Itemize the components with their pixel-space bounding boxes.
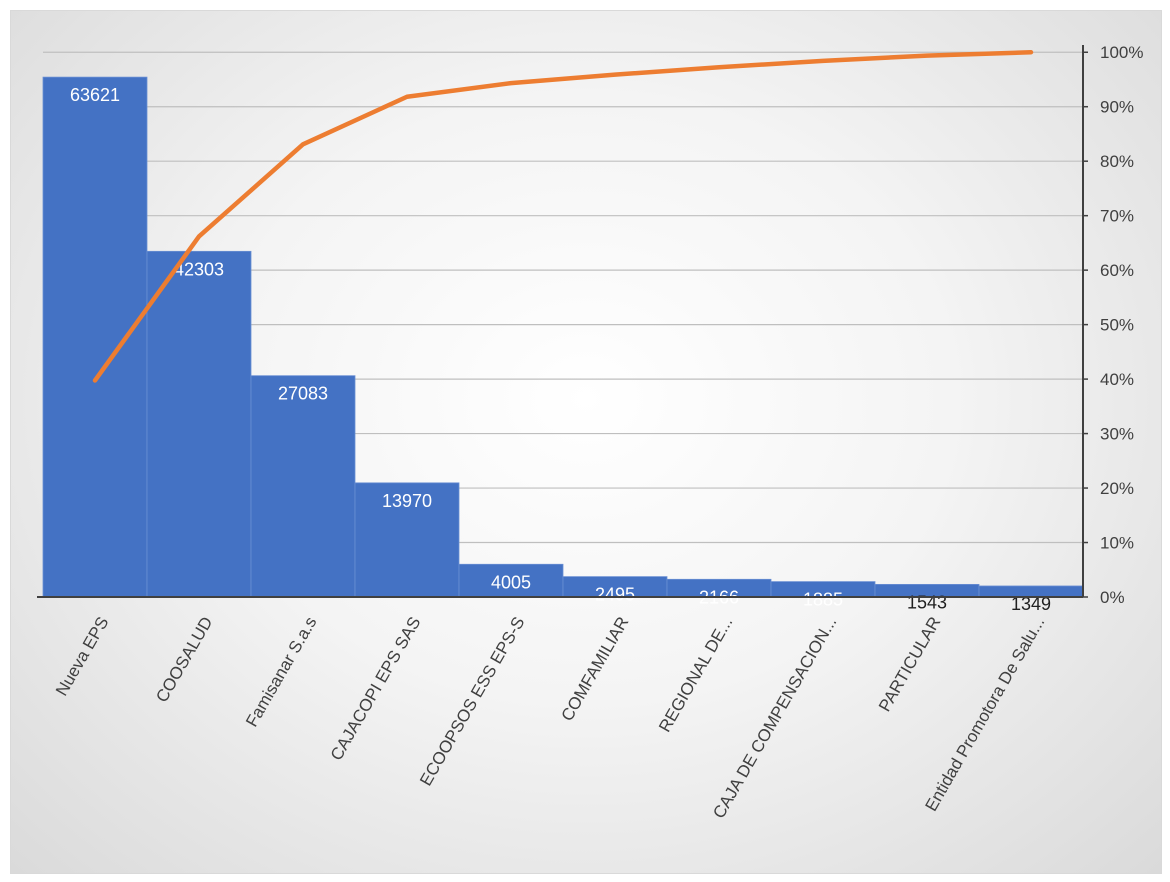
data-label: 1885 [803,590,843,610]
cumulative-points [94,52,1032,381]
bar [458,563,564,598]
x-tick-label: Nueva EPS [52,614,112,700]
y2-tick-labels: 0% 10% 20% 30% 40% 50% 60% 70% 80% 90% 100% [1083,43,1143,607]
y2-tick-label: 30% [1100,425,1134,444]
data-label: 42303 [174,259,224,279]
y2-tick-label: 20% [1100,479,1134,498]
data-label: 4005 [491,572,531,592]
x-tick-labels: Nueva EPS COOSALUD Famisanar S.a.s CAJACOPI… [52,614,1048,822]
cumulative-line [92,49,1034,383]
y2-tick-label: 100% [1100,43,1143,62]
y2-tick-label: 40% [1100,370,1134,389]
x-tick-label: CAJA DE COMPENSACION... [709,614,840,822]
x-tick-label: COMFAMILIAR [557,614,632,725]
bar [146,250,252,598]
y2-tick-label: 80% [1100,152,1134,171]
pareto-chart: 63621 42303 27083 13970 4005 2495 2166 1885 1543… [10,10,1162,874]
x-tick-label: REGIONAL DE... [655,614,736,736]
bar [354,482,460,598]
y2-tick-label: 50% [1100,316,1134,335]
bar [42,76,148,598]
x-tick-label: COOSALUD [152,614,216,706]
x-tick-label: Entidad Promotora De Salu... [921,614,1048,815]
x-tick-label: PARTICULAR [875,614,945,715]
x-tick-label: Famisanar S.a.s [242,614,320,731]
bar [250,375,356,598]
y2-tick-label: 60% [1100,261,1134,280]
bar-series [42,76,1084,598]
y2-tick-label: 10% [1100,534,1134,553]
y2-tick-label: 70% [1100,207,1134,226]
data-label: 13970 [382,491,432,511]
data-label: 2495 [595,585,635,605]
data-label: 63621 [70,85,120,105]
y2-tick-label: 90% [1100,98,1134,117]
x-tick-label: ECOOPSOS ESS EPS-S [416,614,528,790]
data-label: 27083 [278,384,328,404]
x-tick-label: CAJACOPI EPS SAS [327,614,425,764]
y2-tick-label: 0% [1100,588,1125,607]
data-label: 1349 [1011,594,1051,614]
data-label: 1543 [907,592,947,612]
